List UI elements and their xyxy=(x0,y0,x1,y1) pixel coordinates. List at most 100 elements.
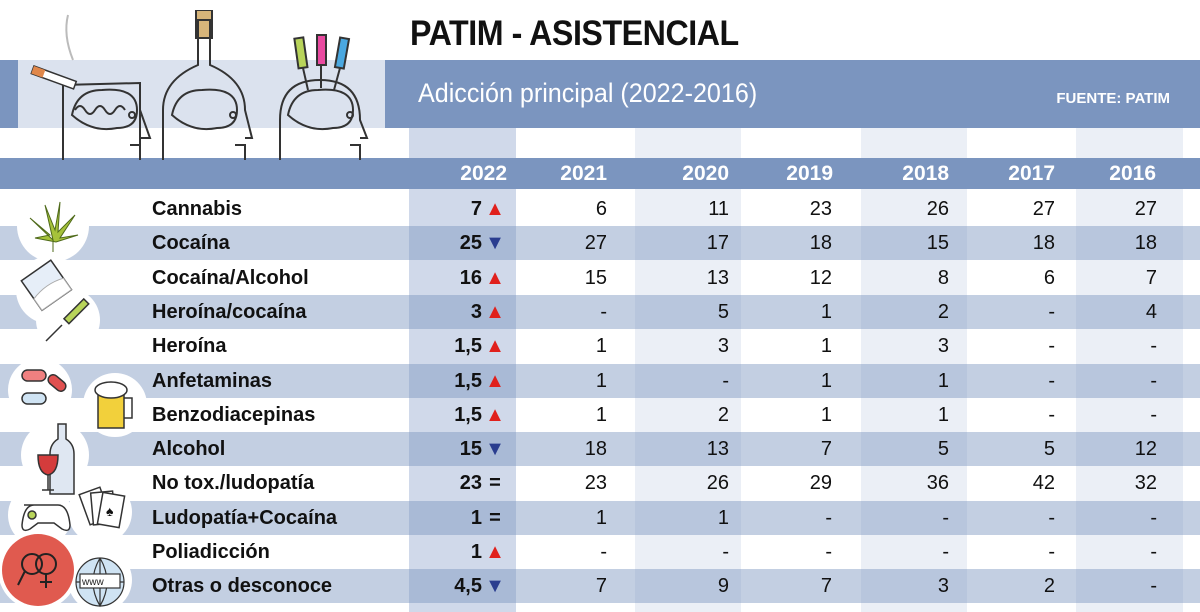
page-title: PATIM - ASISTENCIAL xyxy=(410,14,739,53)
value-2020: 26 xyxy=(706,472,729,495)
trend-up-icon: ▲ xyxy=(485,403,505,426)
value-2021: - xyxy=(600,541,607,563)
value-2018: 8 xyxy=(937,266,949,289)
trend-up-icon: ▲ xyxy=(485,369,505,392)
syringe-icon xyxy=(45,297,90,342)
trend-up-icon: ▲ xyxy=(485,198,505,220)
value-2019: 1 xyxy=(820,403,832,426)
table-row: Heroína/cocaína 3 - 5 1 2 - 4 ▲ xyxy=(0,294,1200,329)
row-label: Cannabis xyxy=(152,198,243,220)
value-2022: 23 xyxy=(459,472,482,495)
value-2018: 36 xyxy=(926,472,949,495)
trend-up-icon: ▲ xyxy=(485,541,505,563)
table-row: Cocaína 25 27 17 18 15 18 18 ▼ xyxy=(0,226,1200,261)
value-2020: 13 xyxy=(706,438,729,461)
value-2017: - xyxy=(1048,300,1055,323)
powder-bag-icon xyxy=(20,259,73,312)
value-2020: 13 xyxy=(706,266,729,289)
table-row: Alcohol 15 18 13 7 5 5 12 ▼ xyxy=(0,432,1200,467)
trend-down-icon: ▼ xyxy=(485,438,505,461)
table-row: Anfetaminas 1,5 1 - 1 1 - - ▲ xyxy=(0,363,1200,398)
year-header-band xyxy=(0,158,1200,189)
trend-down-icon: ▼ xyxy=(485,575,505,598)
row-label: Alcohol xyxy=(152,438,226,461)
value-2017: - xyxy=(1048,369,1055,392)
value-2018: 1 xyxy=(937,369,949,392)
table-row: Heroína 1,5 1 3 1 3 - - ▲ xyxy=(0,329,1200,363)
value-2022: 7 xyxy=(470,198,482,220)
value-2020: 11 xyxy=(708,198,729,220)
column-2022-shade xyxy=(409,128,516,612)
value-2021: 1 xyxy=(595,335,607,358)
header-year-2016: 2016 xyxy=(1109,162,1156,185)
value-2016: - xyxy=(1150,403,1157,426)
value-2020: 1 xyxy=(717,506,729,529)
header-year-2022: 2022 xyxy=(460,162,507,185)
row-label: Heroína xyxy=(152,335,227,358)
value-2022: 25 xyxy=(459,232,482,255)
svg-text:www: www xyxy=(81,577,104,588)
pills-icon xyxy=(21,369,67,405)
value-2022: 1 xyxy=(470,541,482,563)
value-2016: 32 xyxy=(1134,472,1157,495)
value-2018: - xyxy=(942,541,949,563)
table-row: Benzodiacepinas 1,5 1 2 1 1 - - ▲ xyxy=(0,398,1200,432)
value-2021: 23 xyxy=(584,472,607,495)
trend-down-icon: ▼ xyxy=(485,232,505,255)
value-2021: 27 xyxy=(584,232,607,255)
table-row: Poliadicción 1 - - - - - - ▲ xyxy=(0,535,1200,569)
value-2017: 2 xyxy=(1043,575,1055,598)
column-2016-shade xyxy=(1076,128,1183,612)
illustration-band xyxy=(18,60,385,128)
cigarette-head-icon xyxy=(62,14,152,160)
value-2019: 12 xyxy=(809,266,832,289)
trend-eq-icon: = xyxy=(489,472,501,495)
value-2019: 29 xyxy=(809,472,832,495)
value-2019: 7 xyxy=(820,438,832,461)
value-2018: 5 xyxy=(937,438,949,461)
table-row: No tox./ludopatía 23 23 26 29 36 42 32 = xyxy=(0,466,1200,500)
source-label: FUENTE: PATIM xyxy=(1056,90,1170,107)
header-year-2018: 2018 xyxy=(902,162,949,185)
table-row: Cocaína/Alcohol 16 15 13 12 8 6 7 ▲ xyxy=(0,261,1200,295)
syringes-head-icon xyxy=(279,34,369,160)
value-2016: 4 xyxy=(1145,300,1157,323)
value-2018: 15 xyxy=(926,232,949,255)
header-year-2020: 2020 xyxy=(682,162,729,185)
bottle-head-icon xyxy=(162,10,254,160)
value-2019: - xyxy=(825,506,832,529)
table-row: Ludopatía+Cocaína 1 1 1 - - - - = xyxy=(0,500,1200,535)
value-2019: 7 xyxy=(820,575,832,598)
www-globe-icon: www xyxy=(75,557,125,608)
value-2022: 3 xyxy=(470,300,482,323)
row-label: Cocaína/Alcohol xyxy=(152,266,309,289)
value-2022: 1,5 xyxy=(454,369,482,392)
table-row: Otras o desconoce 4,5 7 9 7 3 2 - ▼ xyxy=(0,569,1200,604)
value-2017: - xyxy=(1048,335,1055,358)
value-2019: 18 xyxy=(809,232,832,255)
trend-up-icon: ▲ xyxy=(485,300,505,323)
table-row: Cannabis 7 6 11 23 26 27 27 ▲ xyxy=(0,192,1200,226)
value-2020: 2 xyxy=(717,403,729,426)
chart-subtitle: Adicción principal (2022-2016) xyxy=(418,78,758,108)
value-2017: 42 xyxy=(1032,472,1055,495)
header-year-2021: 2021 xyxy=(560,162,607,185)
row-label: Anfetaminas xyxy=(152,369,273,392)
value-2020: 5 xyxy=(717,300,729,323)
value-2016: - xyxy=(1150,506,1157,529)
cannabis-leaf-icon xyxy=(29,201,79,252)
value-2016: 7 xyxy=(1145,266,1157,289)
row-label: Ludopatía+Cocaína xyxy=(152,506,338,529)
value-2019: 1 xyxy=(820,369,832,392)
column-2020-shade xyxy=(635,128,741,612)
row-label: Poliadicción xyxy=(152,541,270,563)
svg-text:♠: ♠ xyxy=(106,503,114,519)
value-2019: 1 xyxy=(820,335,832,358)
value-2017: 5 xyxy=(1043,438,1055,461)
value-2021: 18 xyxy=(584,438,607,461)
value-2022: 1 xyxy=(470,506,482,529)
trend-up-icon: ▲ xyxy=(485,266,505,289)
beer-mug-icon xyxy=(94,381,133,429)
value-2021: 1 xyxy=(595,369,607,392)
value-2022: 16 xyxy=(459,266,482,289)
